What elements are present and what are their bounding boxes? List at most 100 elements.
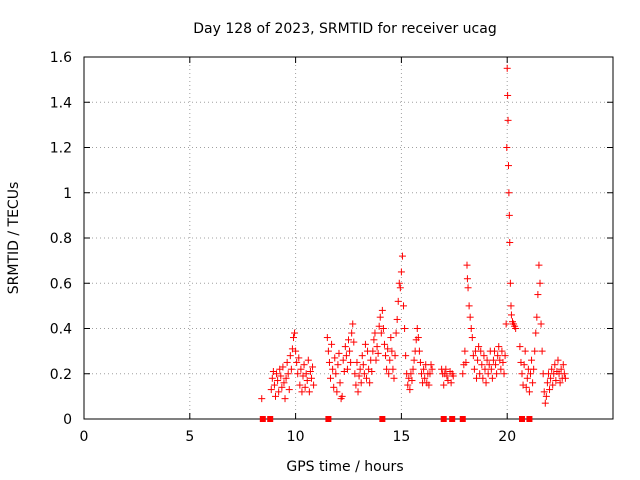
data-point <box>528 356 536 364</box>
data-point <box>492 361 500 369</box>
data-point <box>561 374 569 382</box>
data-point <box>465 302 473 310</box>
x-tick-label: 0 <box>80 429 89 445</box>
data-point <box>504 116 512 124</box>
data-point <box>357 379 365 387</box>
data-point <box>333 388 341 396</box>
data-point <box>489 356 497 364</box>
x-axis-label: GPS time / hours <box>286 459 403 475</box>
data-point <box>387 334 395 342</box>
data-point <box>479 374 487 382</box>
data-point <box>283 358 291 366</box>
zero-marker <box>379 416 386 422</box>
data-point <box>556 379 564 387</box>
data-point <box>359 361 367 369</box>
data-point <box>294 370 302 378</box>
data-point <box>529 379 537 387</box>
data-point <box>280 379 288 387</box>
data-point <box>461 347 469 355</box>
data-point <box>339 356 347 364</box>
data-point <box>516 343 524 351</box>
data-point <box>385 370 393 378</box>
data-point <box>554 356 562 364</box>
data-point <box>351 370 359 378</box>
data-point <box>352 381 360 389</box>
y-tick-label: 1 <box>63 186 72 202</box>
chart-title: Day 128 of 2023, SRMTID for receiver uca… <box>193 21 496 37</box>
data-point <box>341 343 349 351</box>
data-point <box>393 315 401 323</box>
data-point <box>353 358 361 366</box>
zero-marker <box>526 416 533 422</box>
data-point <box>449 372 457 380</box>
data-point <box>547 374 555 382</box>
data-point <box>535 261 543 269</box>
y-tick-label: 1.2 <box>50 141 72 157</box>
data-point <box>384 345 392 353</box>
data-point <box>286 352 294 360</box>
data-point <box>306 367 314 375</box>
y-tick-label: 0 <box>63 412 72 428</box>
data-point <box>284 370 292 378</box>
data-point <box>474 356 482 364</box>
data-point <box>298 388 306 396</box>
grid-layer <box>84 57 613 419</box>
y-axis-label: SRMTID / TECUs <box>6 182 22 295</box>
data-point <box>327 374 335 382</box>
y-tick-label: 0.6 <box>50 276 72 292</box>
data-point <box>304 356 312 364</box>
data-point <box>548 365 556 373</box>
data-point <box>442 365 450 373</box>
data-point <box>369 347 377 355</box>
data-point <box>521 347 529 355</box>
data-point <box>324 347 332 355</box>
y-tick-label: 0.2 <box>50 367 72 383</box>
data-point <box>410 356 418 364</box>
data-point <box>549 381 557 389</box>
data-point <box>473 374 481 382</box>
data-point <box>373 343 381 351</box>
data-point <box>409 365 417 373</box>
data-point <box>338 392 346 400</box>
data-point <box>279 363 287 371</box>
data-point <box>296 381 304 389</box>
data-point <box>413 325 421 332</box>
data-point <box>323 334 331 342</box>
data-point <box>389 365 397 373</box>
data-point <box>506 279 514 287</box>
data-point <box>466 313 474 321</box>
data-point <box>380 340 388 348</box>
data-point <box>343 365 351 373</box>
data-point <box>559 361 567 369</box>
data-point <box>388 347 396 355</box>
data-point <box>271 392 279 400</box>
data-point <box>541 399 549 407</box>
data-point <box>303 377 311 385</box>
data-point <box>416 358 424 366</box>
data-point <box>447 379 455 387</box>
data-point <box>371 329 379 337</box>
data-point <box>482 379 490 387</box>
data-point <box>505 211 513 219</box>
data-point <box>396 284 404 292</box>
data-point <box>523 374 531 382</box>
data-point <box>355 372 363 380</box>
data-point <box>526 370 534 378</box>
zero-marker <box>259 416 266 422</box>
data-point <box>476 370 484 378</box>
data-point <box>499 358 507 366</box>
data-point <box>536 279 544 287</box>
x-tick-label: 20 <box>498 429 516 445</box>
data-point <box>292 347 300 355</box>
data-point <box>390 374 398 382</box>
data-point <box>560 370 568 378</box>
data-point <box>297 365 305 373</box>
data-point <box>507 302 515 310</box>
data-point <box>469 352 477 360</box>
data-point <box>557 365 565 373</box>
data-point <box>267 386 275 394</box>
data-point <box>392 329 400 337</box>
data-point <box>329 365 337 373</box>
data-point <box>379 325 387 332</box>
